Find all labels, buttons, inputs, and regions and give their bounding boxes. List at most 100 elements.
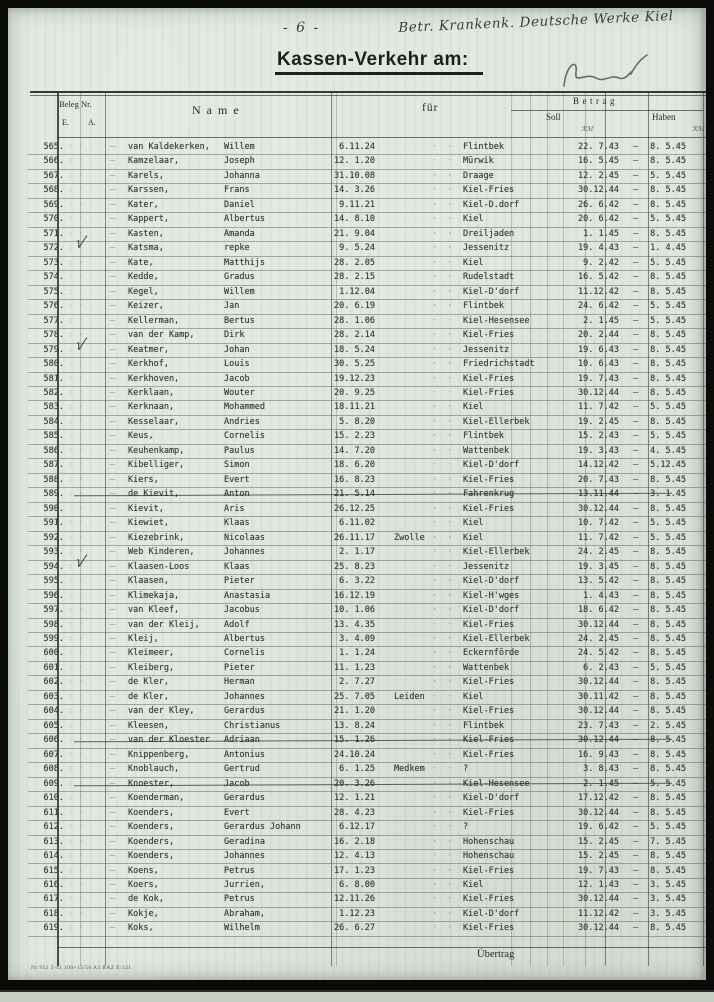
ditto-marks: · ·	[432, 865, 453, 876]
soll-date: 13. 5.42	[578, 576, 619, 587]
table-row: 575.: · – Kegel, Willem 1.12.04 · · Kiel-D'do…	[28, 285, 706, 301]
first-name: Mohammed	[224, 402, 265, 413]
name-dash-mark: –	[110, 894, 116, 905]
soll-date: 15. 2.45	[578, 836, 619, 847]
location: Kiel-Ellerbek	[463, 633, 530, 644]
soll-date: 30.12.44	[578, 503, 619, 514]
table-vertical-rule	[605, 93, 606, 966]
haben-date: 8. 5.45	[645, 228, 686, 239]
soll-date: 9. 2.42	[578, 257, 619, 268]
form-print-code: Nr 952 2-41 100×55/56 A3 RAZ E/121	[31, 965, 132, 971]
currency-mark-soll: ℛℳ	[581, 125, 594, 133]
soll-date: 14.12.42	[578, 460, 619, 471]
range-dash: –	[633, 301, 639, 312]
soll-date: 19. 4.43	[578, 243, 619, 254]
name-dash-mark: –	[110, 489, 116, 500]
table-vertical-rule	[336, 93, 337, 966]
entry-mark: : ·	[68, 720, 84, 731]
ditto-marks: · ·	[432, 489, 453, 500]
scanner-bed-strip	[0, 990, 714, 1002]
birth-date: 6. 3.22	[334, 576, 375, 587]
table-row: 613.: · – Koenders, Geradina 16. 2.18 · · Hohe…	[28, 835, 706, 851]
col-header-haben: Haben	[652, 112, 676, 122]
range-dash: –	[633, 214, 639, 225]
ditto-marks: · ·	[432, 793, 453, 804]
birth-date: 15. 2.23	[334, 431, 375, 442]
birth-date: 21. 1.20	[334, 706, 375, 717]
surname: van der Kley,	[128, 706, 195, 717]
entry-mark: : ·	[68, 185, 84, 196]
ditto-marks: · ·	[432, 431, 453, 442]
haben-date: 8. 5.45	[645, 359, 686, 370]
first-name: Herman	[224, 677, 255, 688]
table-row: 584.: · – Kesselaar, Andries 5. 8.20 · · Kiel…	[28, 415, 706, 431]
first-name: Jacobus	[224, 605, 260, 616]
haben-date: 8. 5.45	[645, 605, 686, 616]
entry-mark: : ·	[68, 518, 84, 529]
location: Kiel-Ellerbek	[463, 547, 530, 558]
page-number: - 6 -	[283, 20, 321, 36]
first-name: Albertus	[224, 214, 265, 225]
surname: Kleesen,	[128, 720, 169, 731]
location: Kiel-Fries	[463, 865, 515, 876]
entry-mark: : ·	[68, 243, 84, 254]
haben-date: 5. 5.45	[645, 257, 686, 268]
first-name: Matthijs	[224, 257, 265, 268]
name-dash-mark: –	[110, 778, 116, 789]
entry-mark: : ·	[68, 214, 84, 225]
range-dash: –	[633, 272, 639, 283]
location: Kiel	[463, 691, 484, 702]
surname: Karssen,	[128, 185, 169, 196]
soll-date: 30.12.44	[578, 619, 619, 630]
ditto-marks: · ·	[432, 503, 453, 514]
entry-mark: : ·	[68, 633, 84, 644]
first-name: Johannes	[224, 851, 265, 862]
table-row: 580.: · – Kerkhof, Louis 30. 5.25 · · Friedric…	[28, 357, 706, 373]
col-header-soll: Soll	[546, 112, 561, 122]
entry-mark: : ·	[68, 142, 84, 152]
birth-date: 12. 4.13	[334, 851, 375, 862]
haben-date: 5. 5.45	[645, 170, 686, 181]
birth-date: 6. 1.25	[334, 764, 375, 775]
haben-date: 8. 5.45	[645, 561, 686, 572]
table-row: 583.: · – Kerknaan, Mohammed 18.11.21 · · Kiel…	[28, 400, 706, 416]
entry-mark: : ·	[68, 416, 84, 427]
range-dash: –	[633, 532, 639, 543]
entry-mark: : ·	[68, 619, 84, 630]
ditto-marks: · ·	[432, 474, 453, 485]
haben-date: 5. 5.45	[645, 532, 686, 543]
location: Kiel-Fries	[463, 474, 515, 485]
row-number: 603.	[43, 691, 64, 702]
range-dash: –	[633, 793, 639, 804]
first-name: Geradina	[224, 836, 265, 847]
row-number: 611.	[43, 807, 64, 818]
haben-date: 3. 5.45	[645, 879, 686, 890]
location: Kiel	[463, 214, 484, 225]
row-number: 615.	[43, 865, 64, 876]
birth-date: 17. 1.23	[334, 865, 375, 876]
location: Kiel-Fries	[463, 373, 515, 384]
birth-date: 19.12.23	[334, 373, 375, 384]
table-row: 607.: · – Knippenberg, Antonius 24.10.24 · · K…	[28, 748, 706, 764]
ditto-marks: · ·	[432, 764, 453, 775]
range-dash: –	[633, 185, 639, 196]
soll-date: 16. 5.42	[578, 272, 619, 283]
soll-date: 12. 2.45	[578, 170, 619, 181]
entry-mark: : ·	[68, 170, 84, 181]
table-row: 604.: · – van der Kley, Gerardus 21. 1.20 · ·…	[28, 704, 706, 720]
first-name: Wilhelm	[224, 923, 260, 934]
table-row: 591.: · – Kiewiet, Klaas 6.11.02 · · Kiel 10. …	[28, 516, 706, 532]
birth-date: 1. 1.24	[334, 648, 375, 659]
range-dash: –	[633, 315, 639, 326]
row-number: 601.	[43, 662, 64, 673]
table-row: 600.: · – Kleimeer, Cornelis 1. 1.24 · · Ecke…	[28, 646, 706, 662]
soll-date: 30.12.44	[578, 894, 619, 905]
birth-date: 1.12.23	[334, 908, 375, 919]
table-vertical-rule	[703, 93, 704, 966]
entry-mark: : ·	[68, 460, 84, 471]
table-row: 566.: · – Kamzelaar, Joseph 12. 1.20 · · Mürwi…	[28, 154, 706, 170]
location: Wattenbek	[463, 662, 510, 673]
location: Kiel-Fries	[463, 619, 515, 630]
row-number: 571.	[43, 228, 64, 239]
haben-date: 8. 5.45	[645, 633, 686, 644]
